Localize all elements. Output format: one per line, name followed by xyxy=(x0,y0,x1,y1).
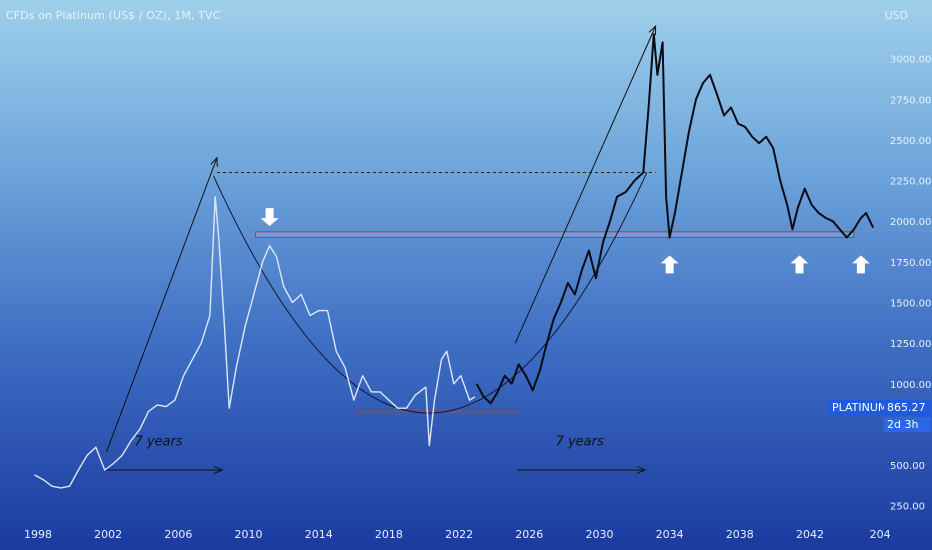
x-tick-label: 2022 xyxy=(445,528,473,541)
x-tick-label: 2030 xyxy=(585,528,613,541)
symbol-badge: PLATINUM xyxy=(828,400,892,416)
x-tick-label: 204 xyxy=(870,528,891,541)
y-tick-label: 2000.00 xyxy=(890,217,931,228)
x-tick-label: 2034 xyxy=(656,528,684,541)
trend-arrow-left-head xyxy=(210,156,218,167)
marker-arrow-up xyxy=(790,255,809,274)
y-tick-label: 250.00 xyxy=(890,502,925,513)
x-tick-label: 2038 xyxy=(726,528,754,541)
last-price-badge: 865.27 xyxy=(884,400,931,416)
marker-arrow-down xyxy=(260,208,279,227)
x-tick-label: 2002 xyxy=(94,528,122,541)
chart-title: CFDs on Platinum (US$ / OZ), 1M, TVC xyxy=(6,9,221,22)
marker-arrow-up xyxy=(660,255,679,274)
y-tick-label: 1500.00 xyxy=(890,299,931,310)
marker-arrow-up xyxy=(851,255,870,274)
currency-label: USD xyxy=(884,9,908,22)
x-tick-label: 2026 xyxy=(515,528,543,541)
y-tick-label: 500.00 xyxy=(890,461,925,472)
cup-arc xyxy=(212,172,648,414)
y-tick-label: 1250.00 xyxy=(890,339,931,350)
y-tick-label: 2250.00 xyxy=(890,177,931,188)
resistance-zone xyxy=(255,231,855,238)
trend-arrow-right xyxy=(514,25,657,344)
x-tick-label: 2042 xyxy=(796,528,824,541)
x-tick-label: 2014 xyxy=(305,528,333,541)
duration-arrow-right-head xyxy=(636,466,647,474)
x-tick-label: 2018 xyxy=(375,528,403,541)
x-tick-label: 1998 xyxy=(24,528,52,541)
x-tick-label: 2010 xyxy=(235,528,263,541)
price-series-historical xyxy=(34,196,476,489)
price-series-projection xyxy=(475,33,875,405)
duration-label: 7 years xyxy=(135,435,183,450)
y-tick-label: 1000.00 xyxy=(890,380,931,391)
trend-arrow-right-head xyxy=(648,24,657,36)
duration-label: 7 years xyxy=(556,435,604,450)
duration-arrow-left-head xyxy=(213,466,224,474)
y-tick-label: 2500.00 xyxy=(890,136,931,147)
x-tick-label: 2006 xyxy=(164,528,192,541)
y-tick-label: 1750.00 xyxy=(890,258,931,269)
bar-countdown-badge: 2d 3h xyxy=(884,417,931,432)
y-tick-label: 2750.00 xyxy=(890,95,931,106)
y-tick-label: 3000.00 xyxy=(890,55,931,66)
trend-arrow-left xyxy=(105,157,218,453)
